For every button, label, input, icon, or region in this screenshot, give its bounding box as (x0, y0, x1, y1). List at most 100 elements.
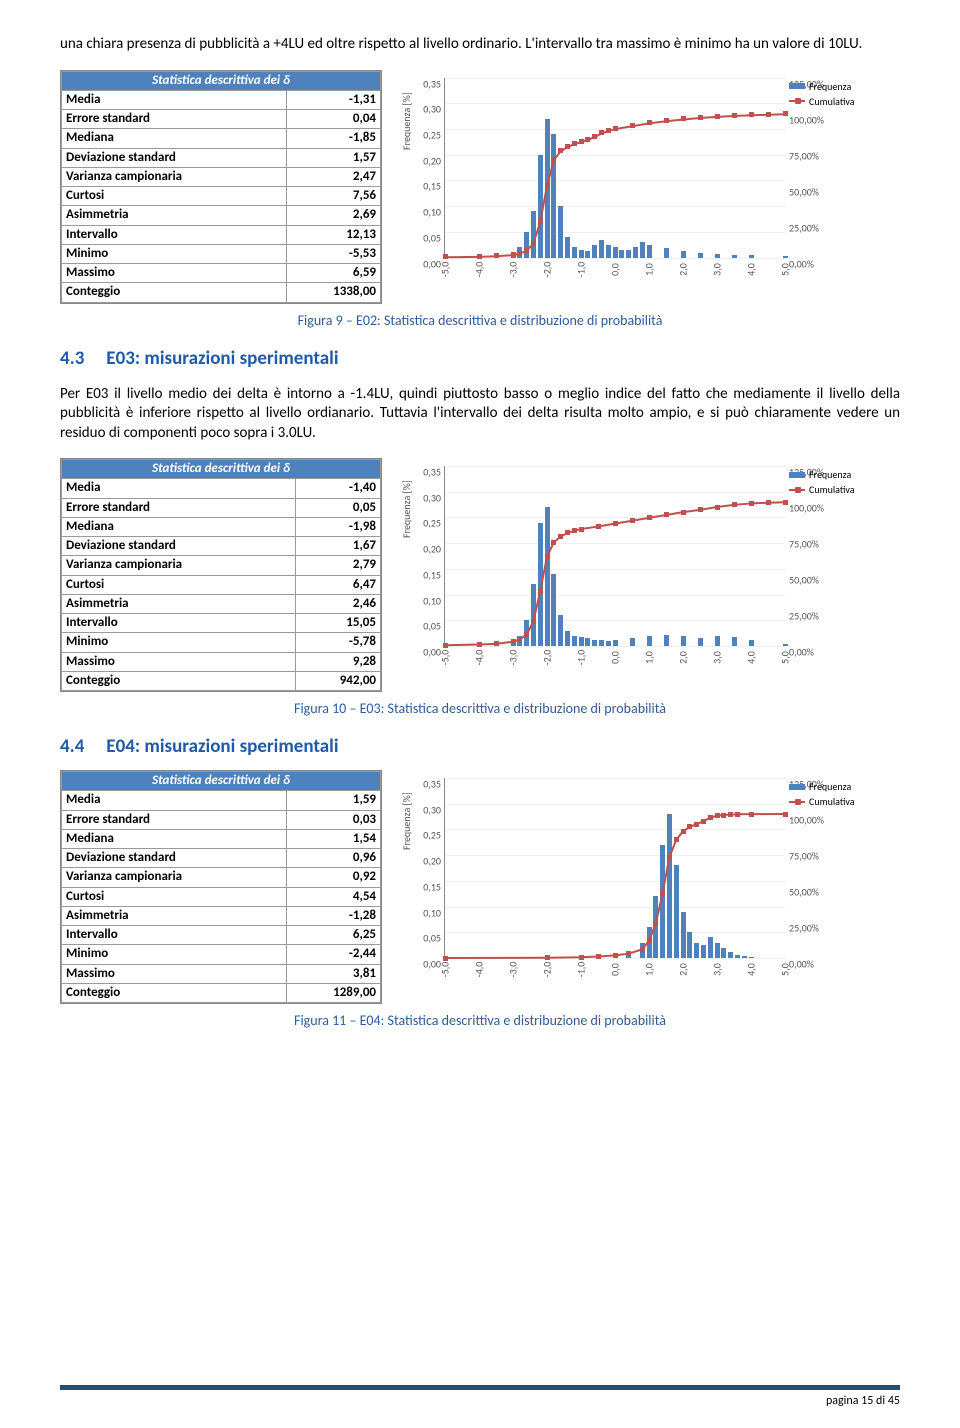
stat-label: Minimo (62, 945, 287, 964)
x-tick: -1,0 (575, 261, 588, 277)
stat-label: Mediana (62, 517, 296, 536)
table-row: Curtosi7,56 (62, 187, 381, 206)
stat-value: 1,57 (287, 148, 381, 167)
x-tick: 2,0 (677, 651, 690, 664)
table-row: Intervallo6,25 (62, 926, 381, 945)
stat-value: 0,04 (287, 110, 381, 129)
stat-value: -5,53 (287, 244, 381, 263)
y-tick: 0,00 (407, 958, 441, 971)
stat-value: 7,56 (287, 187, 381, 206)
section-number: 4.4 (60, 735, 102, 758)
legend-item: Cumulativa (789, 95, 871, 108)
table-row: Asimmetria2,69 (62, 206, 381, 225)
section-title: E04: misurazioni sperimentali (106, 735, 338, 758)
y2-tick: 0,00% (789, 958, 839, 971)
y2-tick: 100,00% (789, 814, 839, 827)
legend-label: Frequenza (809, 80, 851, 93)
x-tick: -2,0 (541, 962, 554, 978)
table-row: Varianza campionaria0,92 (62, 868, 381, 887)
table-row: Errore standard0,03 (62, 810, 381, 829)
chart-legend: Frequenza Cumulativa (789, 780, 871, 810)
legend-label: Cumulativa (809, 795, 855, 808)
stat-value: 0,96 (287, 849, 381, 868)
y2-tick: 75,00% (789, 538, 839, 551)
table-row: Conteggio942,00 (62, 671, 381, 690)
e03-row: Statistica descrittiva dei δMedia-1,40Er… (60, 458, 900, 692)
caption-fig9: Figura 9 – E02: Statistica descrittiva e… (60, 312, 900, 329)
e04-row: Statistica descrittiva dei δMedia1,59Err… (60, 770, 900, 1004)
y2-tick: 50,00% (789, 886, 839, 899)
legend-item: Frequenza (789, 468, 871, 481)
y2-tick: 0,00% (789, 257, 839, 270)
x-tick: 0,0 (609, 963, 622, 976)
stat-value: -1,85 (287, 129, 381, 148)
e03-chart: Frequenza [%]0,000,050,100,150,200,250,3… (392, 458, 872, 673)
stat-label: Curtosi (62, 187, 287, 206)
stat-value: 1,59 (287, 791, 381, 810)
stat-value: -2,44 (287, 945, 381, 964)
y-tick: 0,10 (407, 206, 441, 219)
y-tick: 0,25 (407, 829, 441, 842)
y-tick: 0,35 (407, 466, 441, 479)
stat-value: 3,81 (287, 964, 381, 983)
caption-fig11: Figura 11 – E04: Statistica descrittiva … (60, 1012, 900, 1029)
stat-label: Varianza campionaria (62, 556, 296, 575)
y-tick: 0,05 (407, 231, 441, 244)
legend-item: Frequenza (789, 780, 871, 793)
y-tick: 0,15 (407, 880, 441, 893)
table-row: Minimo-5,78 (62, 633, 381, 652)
y-tick: 0,30 (407, 803, 441, 816)
y2-tick: 0,00% (789, 646, 839, 659)
stat-value: 2,69 (287, 206, 381, 225)
stat-label: Massimo (62, 964, 287, 983)
stat-value: 1338,00 (287, 283, 381, 302)
table-row: Conteggio1338,00 (62, 283, 381, 302)
y-tick: 0,35 (407, 77, 441, 90)
table-row: Massimo9,28 (62, 652, 381, 671)
stat-label: Asimmetria (62, 906, 287, 925)
legend-label: Cumulativa (809, 95, 855, 108)
x-tick: -4,0 (473, 962, 486, 978)
y2-tick: 50,00% (789, 574, 839, 587)
stat-value: -1,40 (296, 479, 381, 498)
legend-item: Frequenza (789, 80, 871, 93)
x-tick: 0,0 (609, 651, 622, 664)
stat-label: Mediana (62, 129, 287, 148)
stat-value: 2,79 (296, 556, 381, 575)
y-tick: 0,35 (407, 778, 441, 791)
x-tick: -3,0 (507, 962, 520, 978)
table-row: Curtosi6,47 (62, 575, 381, 594)
y2-tick: 25,00% (789, 610, 839, 623)
x-tick: 5,0 (779, 651, 792, 664)
table-row: Deviazione standard1,57 (62, 148, 381, 167)
table-row: Massimo6,59 (62, 264, 381, 283)
y2-tick: 100,00% (789, 502, 839, 515)
table-row: Mediana1,54 (62, 829, 381, 848)
table-row: Mediana-1,85 (62, 129, 381, 148)
y-tick: 0,25 (407, 128, 441, 141)
stat-value: -1,31 (287, 90, 381, 109)
e02-chart: Frequenza [%]0,000,050,100,150,200,250,3… (392, 70, 872, 285)
stat-label: Conteggio (62, 983, 287, 1002)
stat-value: 1,54 (287, 829, 381, 848)
x-tick: -1,0 (575, 650, 588, 666)
table-row: Varianza campionaria2,79 (62, 556, 381, 575)
table-row: Media-1,40 (62, 479, 381, 498)
table-row: Asimmetria2,46 (62, 594, 381, 613)
x-tick: 3,0 (711, 651, 724, 664)
plot-area: 0,000,050,100,150,200,250,300,350,00%25,… (444, 78, 785, 259)
stat-label: Media (62, 791, 287, 810)
stat-label: Intervallo (62, 614, 296, 633)
stat-label: Varianza campionaria (62, 868, 287, 887)
stat-label: Intervallo (62, 926, 287, 945)
legend-swatch-line (789, 100, 805, 102)
stat-value: 0,05 (296, 498, 381, 517)
legend-item: Cumulativa (789, 795, 871, 808)
x-tick: -5,0 (439, 261, 452, 277)
x-tick: 5,0 (779, 963, 792, 976)
stat-value: 2,46 (296, 594, 381, 613)
table-row: Minimo-2,44 (62, 945, 381, 964)
stat-label: Errore standard (62, 810, 287, 829)
stat-label: Curtosi (62, 575, 296, 594)
table-row: Intervallo12,13 (62, 225, 381, 244)
